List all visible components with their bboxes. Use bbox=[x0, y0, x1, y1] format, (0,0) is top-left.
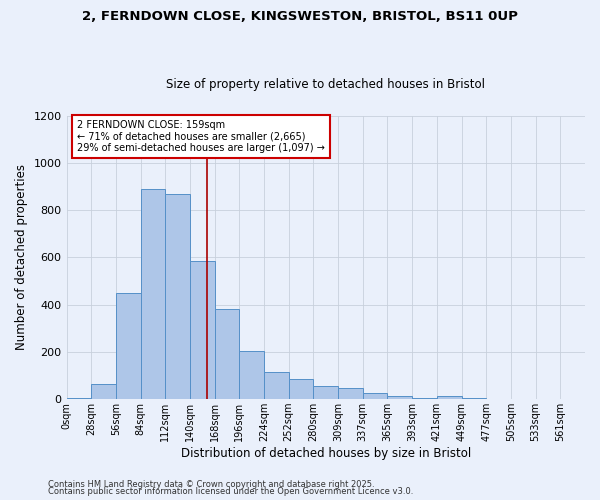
Bar bbox=[264, 372, 289, 399]
Bar bbox=[289, 379, 313, 399]
Y-axis label: Number of detached properties: Number of detached properties bbox=[15, 164, 28, 350]
Text: Contains HM Land Registry data © Crown copyright and database right 2025.: Contains HM Land Registry data © Crown c… bbox=[48, 480, 374, 489]
Bar bbox=[140, 189, 165, 399]
Bar bbox=[363, 394, 388, 399]
Bar bbox=[388, 396, 412, 399]
Bar bbox=[461, 398, 486, 399]
Bar bbox=[239, 351, 264, 399]
Bar bbox=[190, 261, 215, 399]
Bar bbox=[412, 398, 437, 399]
Text: 2 FERNDOWN CLOSE: 159sqm
← 71% of detached houses are smaller (2,665)
29% of sem: 2 FERNDOWN CLOSE: 159sqm ← 71% of detach… bbox=[77, 120, 325, 153]
Bar bbox=[165, 194, 190, 399]
Text: Contains public sector information licensed under the Open Government Licence v3: Contains public sector information licen… bbox=[48, 487, 413, 496]
Bar bbox=[91, 384, 116, 399]
Bar bbox=[437, 396, 461, 399]
Bar bbox=[215, 310, 239, 399]
Bar bbox=[67, 398, 91, 399]
X-axis label: Distribution of detached houses by size in Bristol: Distribution of detached houses by size … bbox=[181, 447, 471, 460]
Title: Size of property relative to detached houses in Bristol: Size of property relative to detached ho… bbox=[166, 78, 485, 91]
Bar bbox=[338, 388, 363, 399]
Text: 2, FERNDOWN CLOSE, KINGSWESTON, BRISTOL, BS11 0UP: 2, FERNDOWN CLOSE, KINGSWESTON, BRISTOL,… bbox=[82, 10, 518, 23]
Bar bbox=[313, 386, 338, 399]
Bar bbox=[116, 293, 140, 399]
